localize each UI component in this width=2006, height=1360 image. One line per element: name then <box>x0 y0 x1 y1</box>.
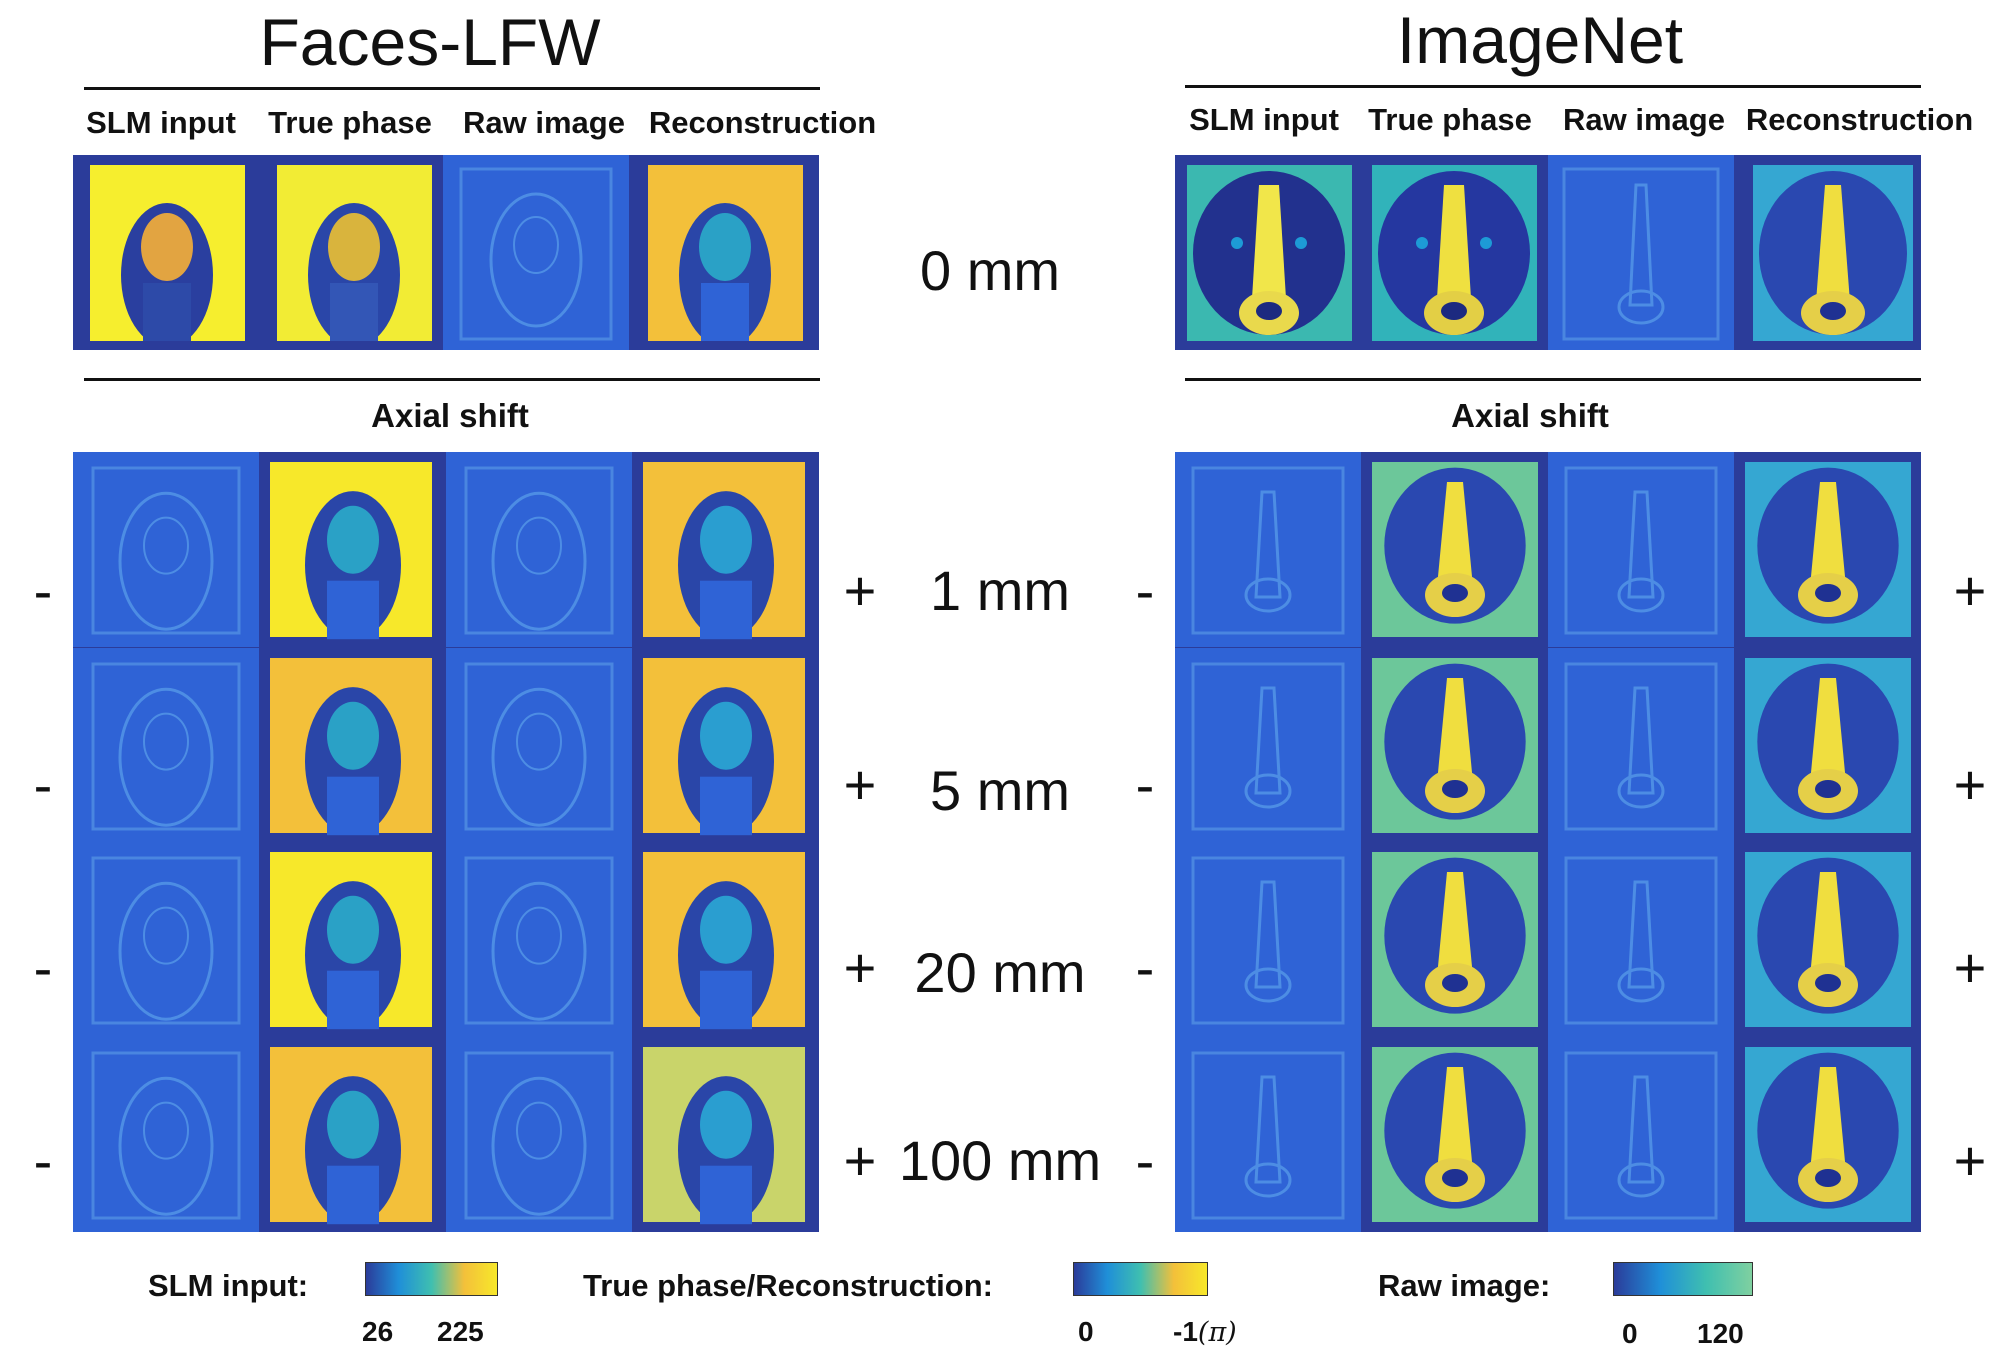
face-true-phase-5mm <box>260 648 446 843</box>
distance-label-5mm: 5 mm <box>930 759 1070 822</box>
dog-true-phase-0mm <box>1372 165 1537 341</box>
dog-raw-image-1mm <box>1548 452 1734 647</box>
minus-sign-right-100mm: - <box>1135 1129 1155 1192</box>
face-raw-image-100mm <box>446 1037 632 1232</box>
face-raw-image-20mm <box>446 842 632 1037</box>
right-top-rule <box>1185 85 1921 88</box>
legend-raw-colorbar <box>1613 1262 1753 1296</box>
face-slm-input-1mm <box>73 452 259 647</box>
legend-slm-min: 26 <box>362 1316 394 1347</box>
right-top-panel <box>1175 155 1921 350</box>
dog-slm-input-1mm <box>1175 452 1361 647</box>
legend-phase-max: -1(π) <box>1173 1316 1237 1348</box>
legend-phase-max-value: -1 <box>1173 1316 1198 1347</box>
face-raw-image-1mm <box>446 452 632 647</box>
legend-phase-label: True phase/Reconstruction: <box>583 1268 993 1303</box>
legend-raw-max: 120 <box>1697 1318 1744 1349</box>
plus-sign-left-100mm: + <box>843 1129 877 1192</box>
minus-sign-left-100mm: - <box>33 1129 53 1192</box>
left-middle-rule <box>84 378 820 381</box>
face-reconstruction-5mm <box>633 648 819 843</box>
minus-sign-right-5mm: - <box>1135 753 1155 816</box>
plus-sign-left-1mm: + <box>843 559 877 622</box>
face-raw-image-5mm <box>446 648 632 843</box>
face-reconstruction-100mm <box>633 1037 819 1232</box>
legend-phase-colorbar <box>1073 1262 1208 1296</box>
face-true-phase-100mm <box>260 1037 446 1232</box>
dog-reconstruction-100mm <box>1735 1037 1921 1232</box>
left-header-raw-image: Raw image <box>463 105 625 140</box>
dog-true-phase-1mm <box>1362 452 1548 647</box>
plus-sign-left-20mm: + <box>843 936 877 999</box>
dog-slm-input-5mm <box>1175 648 1361 843</box>
left-header-slm-input: SLM input <box>86 105 236 140</box>
distance-label-0mm: 0 mm <box>920 239 1060 302</box>
right-header-slm-input: SLM input <box>1189 102 1339 137</box>
face-reconstruction-1mm <box>633 452 819 647</box>
plus-sign-right-100mm: + <box>1953 1129 1987 1192</box>
face-reconstruction-0mm <box>648 165 803 341</box>
dog-raw-image-20mm <box>1548 842 1734 1037</box>
left-axial-shift-label: Axial shift <box>371 397 529 434</box>
left-header-true-phase: True phase <box>268 105 432 140</box>
plus-sign-right-1mm: + <box>1953 559 1987 622</box>
left-dataset-title: Faces-LFW <box>259 5 601 79</box>
dog-true-phase-20mm <box>1362 842 1548 1037</box>
left-header-reconstruction: Reconstruction <box>648 105 877 140</box>
distance-label-20mm: 20 mm <box>914 941 1086 1004</box>
minus-sign-left-1mm: - <box>33 559 53 622</box>
dog-raw-image-5mm <box>1548 648 1734 843</box>
dog-true-phase-100mm <box>1362 1037 1548 1232</box>
legend-slm-colorbar <box>365 1262 498 1296</box>
dog-reconstruction-5mm <box>1735 648 1921 843</box>
left-top-panel <box>73 155 819 350</box>
right-dataset-title: ImageNet <box>1396 3 1684 77</box>
face-reconstruction-20mm <box>633 842 819 1037</box>
face-slm-input-20mm <box>73 842 259 1037</box>
dog-reconstruction-20mm <box>1735 842 1921 1037</box>
plus-sign-left-5mm: + <box>843 753 877 816</box>
distance-label-1mm: 1 mm <box>930 559 1070 622</box>
face-true-phase-20mm <box>260 842 446 1037</box>
distance-label-100mm: 100 mm <box>898 1129 1102 1192</box>
face-true-phase-0mm <box>277 165 432 341</box>
dog-reconstruction-0mm <box>1753 165 1913 341</box>
minus-sign-right-1mm: - <box>1135 559 1155 622</box>
dog-raw-image-0mm <box>1548 155 1734 350</box>
left-axial-panel <box>73 452 819 1232</box>
dog-slm-input-0mm <box>1187 165 1352 341</box>
legend-raw-label: Raw image: <box>1378 1268 1551 1303</box>
right-middle-rule <box>1185 378 1921 381</box>
right-header-reconstruction: Reconstruction <box>1745 102 1974 137</box>
face-slm-input-5mm <box>73 648 259 843</box>
right-axial-shift-label: Axial shift <box>1451 397 1609 434</box>
dog-slm-input-100mm <box>1175 1037 1361 1232</box>
face-true-phase-1mm <box>260 452 446 647</box>
dog-slm-input-20mm <box>1175 842 1361 1037</box>
dog-true-phase-5mm <box>1362 648 1548 843</box>
right-header-true-phase: True phase <box>1368 102 1532 137</box>
face-raw-image-0mm <box>443 155 629 350</box>
plus-sign-right-5mm: + <box>1953 753 1987 816</box>
plus-sign-right-20mm: + <box>1953 936 1987 999</box>
right-header-raw-image: Raw image <box>1563 102 1725 137</box>
face-slm-input-100mm <box>73 1037 259 1232</box>
minus-sign-left-5mm: - <box>33 753 53 816</box>
legend-phase-unit: (π) <box>1197 1317 1237 1348</box>
minus-sign-right-20mm: - <box>1135 936 1155 999</box>
minus-sign-left-20mm: - <box>33 936 53 999</box>
left-top-rule <box>84 87 820 90</box>
legend-slm-label: SLM input: <box>148 1268 309 1303</box>
legend-slm-max: 225 <box>437 1316 484 1347</box>
right-axial-panel <box>1175 452 1921 1232</box>
dog-reconstruction-1mm <box>1735 452 1921 647</box>
dog-raw-image-100mm <box>1548 1037 1734 1232</box>
legend-phase-min: 0 <box>1078 1316 1094 1347</box>
legend-raw-min: 0 <box>1622 1318 1638 1349</box>
face-slm-input-0mm <box>90 165 245 341</box>
